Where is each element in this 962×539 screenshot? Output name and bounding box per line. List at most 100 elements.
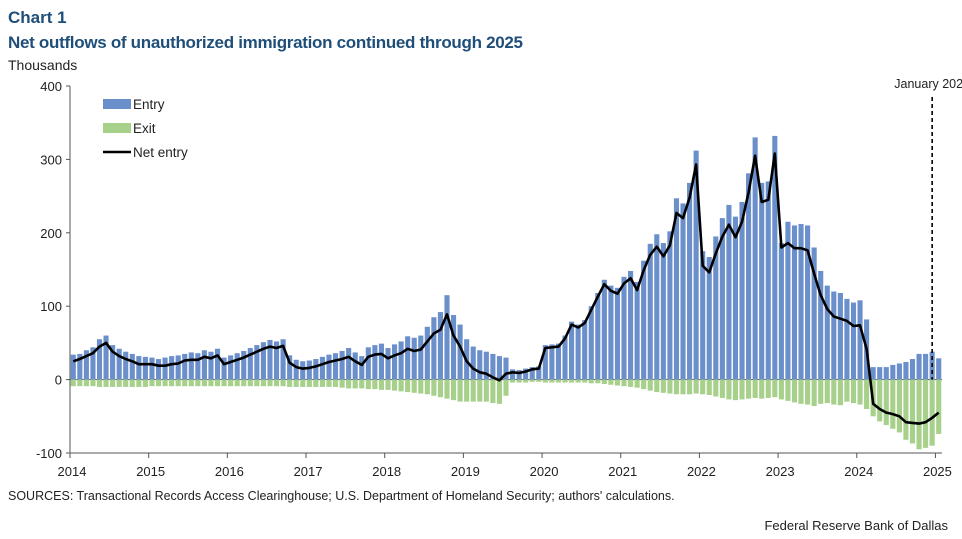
y-tick-label: 400: [40, 79, 62, 94]
exit-bar: [247, 379, 253, 387]
entry-bar: [523, 368, 529, 380]
entry-bar: [641, 260, 647, 380]
entry-bar: [123, 351, 129, 380]
net-entry-line: [72, 152, 940, 425]
entry-bar: [562, 335, 568, 380]
entry-bar: [693, 150, 699, 380]
entry-bar: [909, 359, 916, 380]
exit-bar: [719, 379, 725, 398]
exit-bar: [746, 379, 752, 399]
entry-bar: [628, 270, 634, 380]
exit-bar: [313, 379, 319, 387]
exit-bar: [365, 379, 371, 390]
entry-bar: [772, 135, 778, 380]
exit-bar: [562, 379, 568, 383]
exit-bar: [254, 379, 260, 387]
entry-bar: [542, 345, 548, 380]
exit-bar: [687, 379, 693, 395]
entry-bar: [536, 366, 542, 380]
exit-bar: [273, 379, 280, 387]
entry-bar: [850, 302, 857, 380]
exit-bar: [542, 379, 548, 383]
exit-bar: [824, 379, 830, 404]
entry-bar: [182, 353, 188, 380]
x-tick-label: 2017: [294, 464, 323, 479]
exit-bar: [582, 379, 588, 383]
exit-bar: [208, 379, 214, 387]
entry-bar: [385, 348, 391, 380]
exit-bar: [936, 379, 942, 434]
exit-bar: [916, 379, 922, 450]
x-tick-label: 2022: [687, 464, 716, 479]
exit-bar: [831, 379, 837, 405]
exit-bar: [418, 379, 424, 394]
exit-bar: [523, 379, 529, 383]
exit-bar: [850, 379, 857, 404]
exit-bar: [391, 379, 398, 391]
entry-bar: [273, 341, 280, 380]
exit-bar: [175, 379, 181, 387]
exit-bar: [614, 379, 621, 386]
exit-bar: [339, 379, 345, 388]
legend-exit-label: Exit: [133, 121, 156, 136]
x-tick-label: 2016: [215, 464, 244, 479]
legend-net-label: Net entry: [133, 145, 188, 160]
entry-bar: [437, 312, 443, 380]
exit-bar: [667, 379, 673, 394]
exit-bar: [319, 379, 325, 387]
entry-bar: [155, 359, 162, 380]
entry-bar: [77, 353, 83, 380]
exit-bar: [883, 379, 889, 426]
exit-bar: [372, 379, 378, 390]
entry-bar: [870, 367, 876, 380]
exit-bar: [713, 379, 719, 397]
entry-bar: [116, 348, 122, 380]
exit-bar: [169, 379, 175, 387]
x-tick-label: 2019: [451, 464, 480, 479]
entry-bar: [805, 225, 811, 380]
exit-bar: [791, 379, 798, 403]
entry-bar: [103, 335, 109, 380]
entry-bar: [621, 276, 627, 380]
entry-bar: [444, 295, 450, 380]
entry-bar: [490, 353, 496, 380]
entry-bar: [732, 216, 739, 380]
entry-bar: [300, 361, 306, 380]
entry-bar: [647, 243, 653, 380]
x-tick-label: 2021: [608, 464, 637, 479]
exit-bar: [673, 379, 680, 395]
exit-bar: [595, 379, 601, 384]
x-tick-label: 2018: [372, 464, 401, 479]
entry-bar: [739, 201, 745, 380]
exit-bar: [346, 379, 352, 389]
exit-bar: [293, 379, 299, 387]
entry-bar: [569, 321, 575, 380]
entry-bar: [352, 352, 358, 380]
exit-bar: [424, 379, 430, 395]
entry-bar: [752, 137, 758, 380]
y-axis-units: Thousands: [8, 57, 78, 73]
exit-bar: [464, 379, 470, 402]
bars-group: [70, 135, 942, 450]
exit-bar: [411, 379, 417, 393]
exit-bar: [896, 379, 902, 433]
entry-bar: [247, 348, 253, 380]
exit-bar: [752, 379, 758, 398]
exit-bar: [700, 379, 706, 395]
entry-bar: [372, 345, 378, 380]
net-line-group: [72, 152, 940, 425]
entry-bar: [188, 352, 194, 380]
sources-note: SOURCES: Transactional Records Access Cl…: [8, 489, 675, 503]
entry-bar: [378, 343, 384, 380]
exit-bar: [287, 379, 293, 387]
entry-bar: [234, 353, 240, 380]
entry-bar: [818, 270, 824, 380]
exit-bar: [765, 379, 771, 398]
exit-bar: [490, 379, 496, 404]
entry-bar: [496, 356, 503, 380]
exit-bar: [116, 379, 122, 387]
credit-line: Federal Reserve Bank of Dallas: [764, 518, 948, 533]
exit-bar: [195, 379, 201, 387]
exit-bar: [772, 379, 778, 398]
exit-bar: [182, 379, 188, 387]
